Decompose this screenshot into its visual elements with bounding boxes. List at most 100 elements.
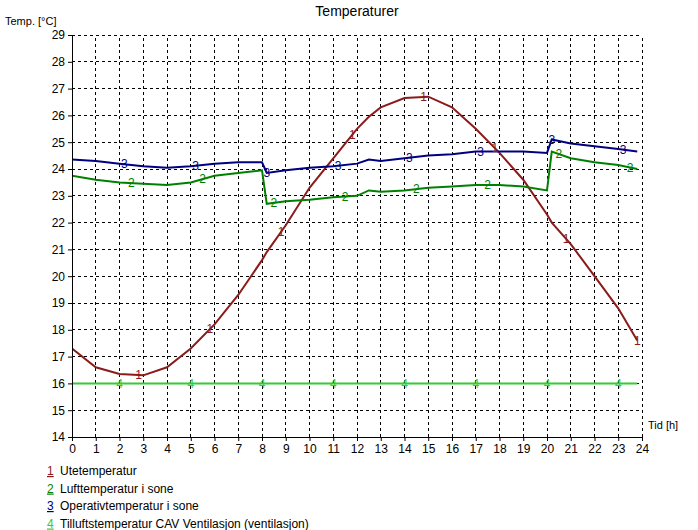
- legend-label: Tilluftstemperatur CAV Ventilasjon (vent…: [60, 517, 309, 530]
- tick-mark: [618, 437, 619, 441]
- tick-label: 21: [52, 243, 66, 257]
- tick-label: 5: [188, 442, 195, 456]
- tick-label: 13: [375, 442, 389, 456]
- tick: 11: [328, 437, 341, 456]
- tick: 26: [52, 109, 72, 123]
- tick-label: 17: [470, 442, 484, 456]
- series-marker-label: 4: [472, 377, 479, 391]
- tick-mark: [286, 437, 287, 441]
- series-line: [72, 382, 637, 384]
- legend: 1Utetemperatur2Lufttemperatur i sone3Ope…: [47, 464, 309, 530]
- grid-line-x: [285, 35, 286, 437]
- series-marker-label: 2: [556, 147, 563, 161]
- series-marker-label: 4: [259, 377, 266, 391]
- grid-line-x: [570, 35, 571, 437]
- tick: 14: [398, 437, 412, 456]
- tick-label: 12: [351, 442, 365, 456]
- tick-label: 3: [140, 442, 147, 456]
- grid-line-y: [72, 222, 642, 223]
- tick-label: 26: [52, 109, 66, 123]
- tick-mark: [68, 303, 72, 304]
- legend-item: 1 Utetemperatur: [47, 464, 137, 478]
- tick-label: 22: [588, 442, 602, 456]
- legend-marker: 4: [47, 517, 54, 530]
- tick-mark: [547, 437, 548, 441]
- tick-mark: [72, 437, 73, 441]
- tick: 2: [117, 437, 124, 456]
- tick: 0: [69, 437, 76, 456]
- tick-mark: [68, 35, 72, 36]
- legend-marker: 3: [47, 499, 54, 513]
- tick: 9: [283, 437, 290, 456]
- tick: 17: [470, 437, 484, 456]
- legend-item: 4 Tilluftstemperatur CAV Ventilasjon (ven…: [47, 517, 309, 530]
- axis-line: [68, 36, 73, 438]
- tick: 16: [52, 377, 72, 391]
- tick: 15: [52, 404, 72, 418]
- tick-mark: [96, 437, 97, 441]
- series-marker-label: 1: [563, 232, 570, 246]
- tick-label: 29: [52, 28, 66, 42]
- grid-line-x: [380, 35, 381, 437]
- series-marker-label: 2: [484, 178, 491, 192]
- legend-label: Utetemperatur: [60, 464, 137, 478]
- tick-mark: [68, 169, 72, 170]
- tick-label: 15: [422, 442, 436, 456]
- tick: 29: [52, 28, 72, 42]
- tick-label: 17: [52, 350, 66, 364]
- series-marker-label: 2: [199, 172, 206, 186]
- tick-mark: [68, 223, 72, 224]
- tick-mark: [523, 437, 524, 441]
- tick-label: 22: [52, 216, 66, 230]
- tick: 1: [93, 437, 100, 456]
- tick-label: 20: [52, 270, 66, 284]
- tick-label: 8: [259, 442, 266, 456]
- tick-mark: [262, 437, 263, 441]
- tick-mark: [68, 142, 72, 143]
- series-marker-label: 3: [192, 159, 199, 173]
- tick-mark: [333, 437, 334, 441]
- legend-marker: 2: [47, 482, 54, 496]
- series-marker-label: 2: [271, 196, 278, 210]
- grid-line-y: [72, 169, 642, 170]
- series-marker-label: 1: [135, 368, 142, 382]
- tick: 3: [140, 437, 147, 456]
- y-axis: 14151617181920212223242526272829: [52, 28, 73, 444]
- series-marker-label: 4: [615, 377, 622, 391]
- grid-line-x: [143, 35, 144, 437]
- tick: 10: [303, 437, 317, 456]
- tick: 15: [422, 437, 436, 456]
- tick-label: 25: [52, 136, 66, 150]
- tick-mark: [68, 383, 72, 384]
- series-marker-label: 4: [544, 377, 551, 391]
- tick-label: 1: [93, 442, 100, 456]
- tick-mark: [143, 437, 144, 441]
- tick-mark: [595, 437, 596, 441]
- series-marker-label: 1: [278, 225, 285, 239]
- title: Temperaturer: [315, 3, 399, 19]
- tick-mark: [68, 437, 72, 438]
- tick-label: 18: [493, 442, 507, 456]
- tick: 22: [588, 437, 602, 456]
- tick-label: 19: [517, 442, 531, 456]
- series-marker-label: 3: [121, 157, 128, 171]
- grid-line-y: [72, 383, 642, 384]
- tick-mark: [68, 276, 72, 277]
- y-axis-title: Temp. [°C]: [5, 15, 56, 27]
- series-marker-label: 3: [477, 145, 484, 159]
- tick-label: 23: [612, 442, 626, 456]
- tick-mark: [68, 62, 72, 63]
- tick: 23: [52, 189, 72, 203]
- tick-mark: [405, 437, 406, 441]
- legend-label: Lufttemperatur i sone: [60, 482, 174, 496]
- tick-label: 24: [52, 162, 66, 176]
- legend-marker: 1: [47, 464, 54, 478]
- grid-line-y: [72, 329, 642, 330]
- series-marker-label: 1: [420, 90, 427, 104]
- tick-mark: [167, 437, 168, 441]
- tick-mark: [68, 249, 72, 250]
- series-marker-label: 2: [413, 182, 420, 196]
- grid-line-x: [167, 35, 168, 437]
- grid-line-x: [642, 35, 643, 437]
- tick: 20: [52, 270, 72, 284]
